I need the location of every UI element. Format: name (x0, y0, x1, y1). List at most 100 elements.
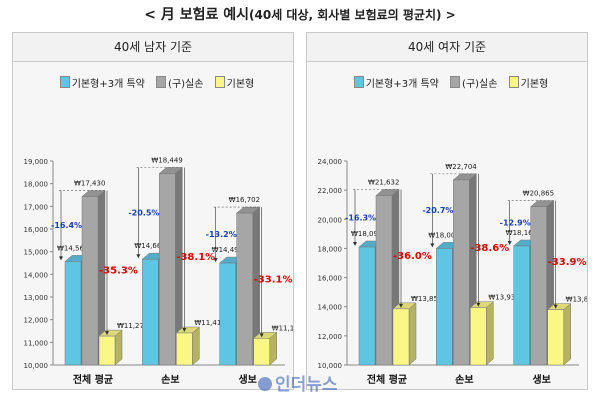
value-label: ₩22,704 (445, 163, 477, 171)
bar-basic3 (513, 245, 530, 366)
bar-basic-side (408, 302, 417, 366)
value-label: ₩14,569 (57, 244, 88, 252)
legend-male: 기본형+3개 특약 (구)실손 기본형 (13, 75, 293, 90)
value-label: ₩13,801 (566, 296, 587, 304)
y-tick-label: 12,000 (24, 317, 49, 325)
arrow-head-basic (399, 303, 403, 308)
y-tick-label: 18,000 (318, 245, 343, 253)
category-label: 전체 평균 (367, 373, 407, 386)
value-label: ₩13,854 (411, 295, 443, 303)
category-label: 전체 평균 (73, 373, 113, 386)
panel-title-male: 40세 남자 기준 (13, 33, 293, 62)
value-label: ₩21,632 (368, 179, 399, 187)
y-tick-label: 10,000 (318, 362, 343, 370)
legend-label-basic3: 기본형+3개 특약 (71, 79, 145, 90)
watermark-logo: 인더뉴스 (258, 370, 338, 395)
legend-label-basic3: 기본형+3개 특약 (365, 79, 439, 90)
arrow-head-basic3 (59, 256, 63, 261)
value-label: ₩17,430 (74, 180, 105, 188)
arrow-head-basic3 (430, 243, 435, 248)
arrow-head-basic (553, 304, 558, 309)
bar-old (236, 212, 253, 366)
value-label: ₩14,497 (212, 246, 243, 254)
y-tick-label: 13,000 (24, 294, 49, 302)
value-label: ₩14,668 (134, 242, 165, 250)
bar-old (81, 196, 99, 366)
arrow-head-basic3 (213, 258, 218, 263)
arrow-head-basic (105, 331, 109, 336)
bar-basic3 (358, 246, 376, 366)
y-tick-label: 10,000 (24, 362, 49, 370)
bar-basic3 (142, 258, 159, 366)
pct-label-basic3: -20.7% (422, 206, 453, 215)
y-tick-label: 16,000 (24, 226, 49, 234)
y-tick-label: 14,000 (318, 304, 343, 312)
pct-label-basic: -35.3% (99, 265, 138, 276)
value-label: ₩18,003 (428, 231, 459, 239)
pct-label-basic: -38.6% (470, 243, 509, 254)
bar-old (375, 195, 393, 366)
bar-old (159, 173, 176, 366)
page-title: < 月 보험료 예시(40세 대상, 회사별 보험료의 평균치) > (0, 4, 600, 24)
legend-swatch-old (156, 76, 167, 88)
legend-swatch-basic3 (59, 76, 70, 88)
arrow-head-basic3 (353, 242, 357, 247)
pct-label-basic3: -16.4% (51, 221, 82, 230)
bar-basic3 (436, 248, 453, 366)
title-sub: (40세 대상, 회사별 보험료의 평균치) > (249, 8, 456, 22)
y-tick-label: 11,000 (24, 339, 49, 347)
y-tick-label: 19,000 (24, 158, 49, 166)
pct-label-basic3: -13.2% (206, 230, 237, 239)
category-label: 손보 (455, 374, 473, 386)
category-label: 손보 (161, 374, 179, 386)
value-label: ₩11,176 (272, 324, 293, 332)
arrow-head-basic (259, 333, 264, 338)
y-tick-label: 15,000 (24, 249, 49, 257)
pct-label-basic: -33.9% (548, 257, 587, 268)
value-label: ₩18,449 (151, 156, 182, 164)
value-label: ₩11,275 (117, 322, 148, 330)
bar-old (530, 206, 547, 366)
logo-icon (258, 377, 272, 391)
legend-label-old: (구)실손 (168, 79, 204, 90)
pct-label-basic3: -16.3% (345, 213, 376, 222)
bar-basic-side (563, 303, 571, 366)
watermark-text: 인더뉴스 (275, 375, 338, 395)
bar-basic (470, 307, 487, 366)
bar-basic (98, 335, 116, 366)
bar-chart-female: 24,000 22,000 20,000 18,000 16,000 14,000 12,0… (318, 158, 588, 386)
bar-basic (392, 308, 410, 366)
arrow-head-basic3 (507, 240, 512, 245)
category-label: 생보 (532, 373, 550, 386)
panel-title-female: 40세 여자 기준 (307, 33, 587, 62)
title-main: < 月 보험료 예시 (144, 7, 250, 23)
arrow-head-basic (182, 327, 187, 332)
y-tick-label: 24,000 (318, 158, 343, 166)
value-label: ₩18,167 (506, 229, 537, 237)
value-label: ₩11,412 (194, 319, 225, 327)
legend-label-basic: 기본형 (226, 79, 255, 90)
pct-label-basic: -36.0% (393, 251, 432, 262)
bar-old (453, 179, 470, 366)
legend-label-old: (구)실손 (462, 79, 498, 90)
y-tick-label: 20,000 (318, 216, 343, 224)
pct-label-basic3: -12.9% (500, 218, 531, 227)
bar-chart-male: 19,000 18,000 17,000 16,000 15,000 14,000 13,0… (24, 156, 294, 386)
value-label: ₩13,930 (488, 294, 519, 302)
legend-female: 기본형+3개 특약 (구)실손 기본형 (307, 75, 587, 90)
legend-swatch-basic (214, 76, 225, 88)
chart-panel-male: 40세 남자 기준 기본형+3개 특약 (구)실손 기본형 19,000 18,0… (12, 32, 294, 390)
legend-label-basic: 기본형 (520, 79, 549, 90)
bar-basic-side (486, 301, 494, 366)
chart-panel-female: 40세 여자 기준 기본형+3개 특약 (구)실손 기본형 24,000 22,0… (306, 32, 588, 390)
bar-basic (253, 338, 270, 366)
legend-swatch-old (450, 76, 461, 88)
y-tick-label: 12,000 (318, 333, 343, 341)
legend-swatch-basic (508, 76, 519, 88)
bar-basic3 (64, 261, 82, 366)
pct-label-basic3: -20.5% (128, 208, 159, 217)
y-tick-label: 22,000 (318, 187, 343, 195)
y-tick-label: 18,000 (24, 181, 49, 189)
pct-label-basic: -38.1% (176, 252, 215, 263)
bar-basic-side (192, 326, 200, 366)
